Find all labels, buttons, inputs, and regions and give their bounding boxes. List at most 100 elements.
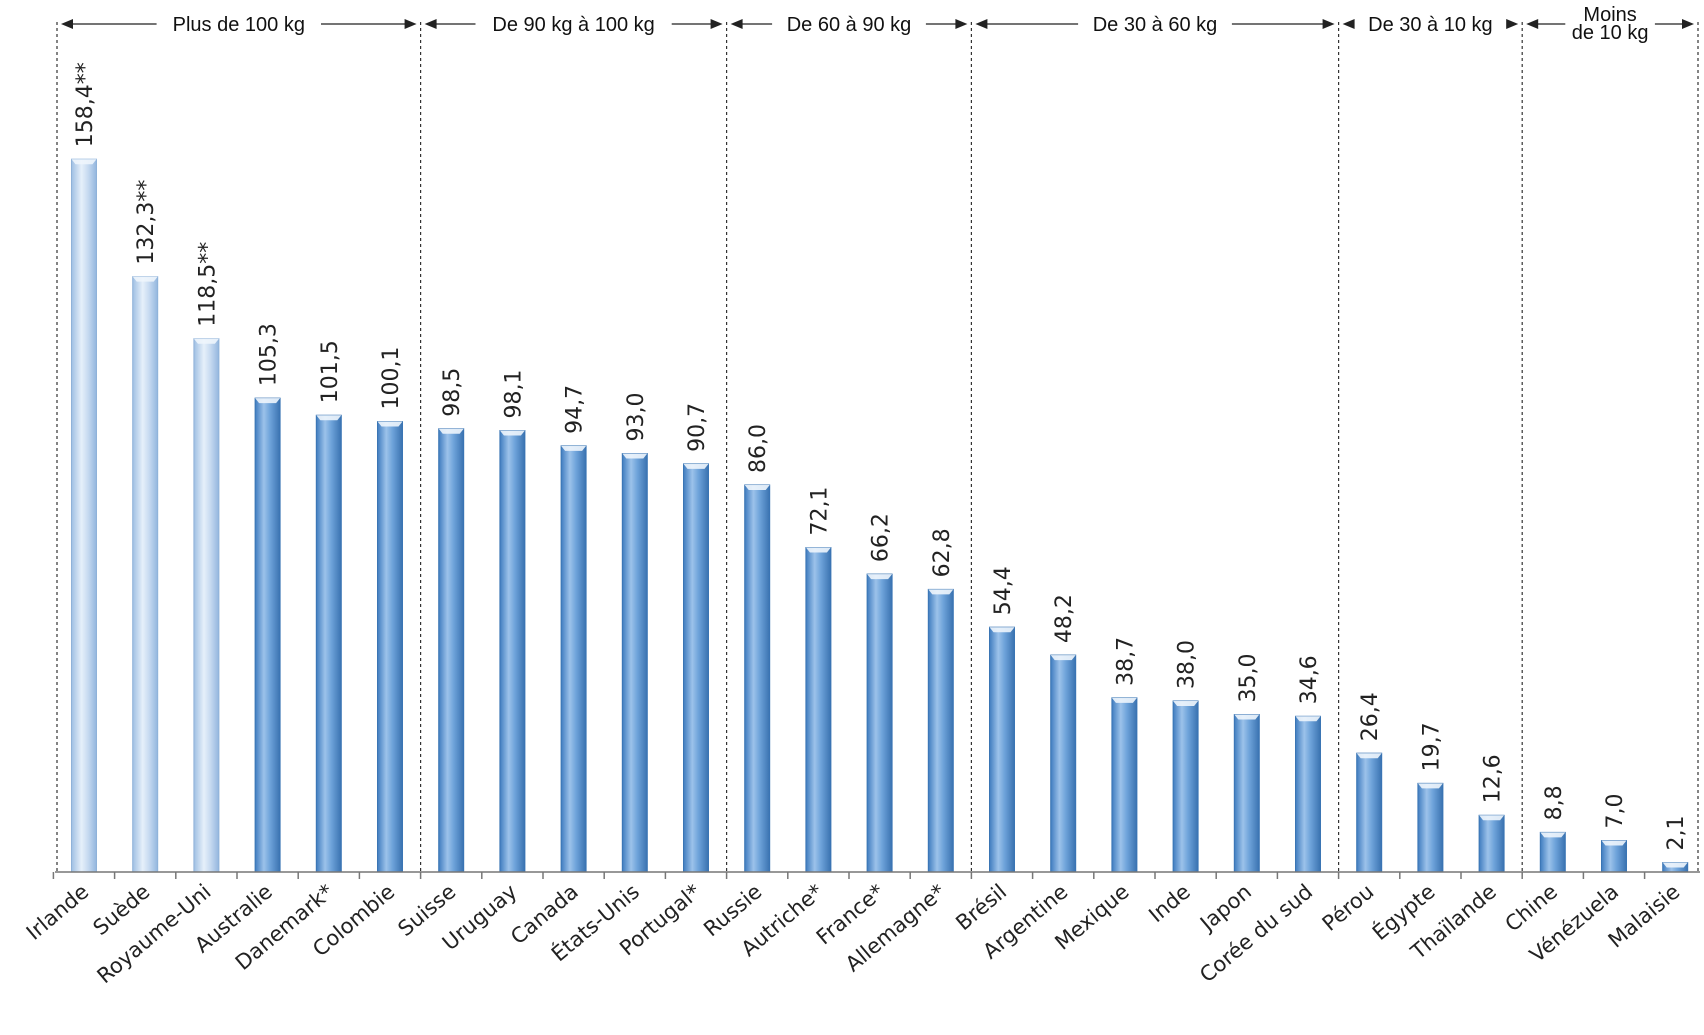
bar-cap — [1234, 714, 1260, 720]
bar-value-label: 98,1 — [501, 370, 526, 419]
bar-value-label: 38,7 — [1113, 637, 1138, 686]
bar — [744, 484, 771, 873]
category-label: Irlande — [22, 879, 93, 944]
group-header: De 30 à 60 kg — [975, 14, 1335, 36]
bar-cap — [255, 398, 281, 404]
bar — [1417, 782, 1444, 873]
group-header: Moins de 10 kg — [1526, 4, 1694, 44]
arrow-left-icon — [1526, 19, 1539, 29]
bar — [193, 338, 220, 873]
arrow-right-icon — [404, 19, 417, 29]
bar-value-label: 35,0 — [1236, 654, 1261, 703]
bar-cap — [561, 445, 587, 451]
bar-cap — [867, 574, 893, 580]
bar-value-label: 158,4** — [73, 62, 98, 147]
bar-value-label: 101,5 — [318, 340, 343, 403]
bar-value-label: 93,0 — [624, 393, 649, 442]
bar-value-label: 90,7 — [685, 403, 710, 452]
group-label: Moins de 10 kg — [1572, 4, 1649, 44]
bar — [438, 428, 465, 873]
bar-cap — [744, 485, 770, 490]
bar-cap — [1601, 840, 1627, 846]
bar — [805, 547, 832, 873]
group-label: De 90 kg à 100 kg — [492, 14, 654, 36]
arrow-right-icon — [1322, 19, 1335, 29]
bar — [1111, 697, 1138, 873]
bar-value-label: 12,6 — [1481, 754, 1506, 803]
bar-value-label: 86,0 — [746, 424, 771, 473]
bar — [1356, 752, 1383, 873]
bar-value-label: 19,7 — [1419, 722, 1444, 771]
bar — [377, 421, 403, 873]
x-axis — [52, 871, 1700, 879]
bar — [866, 573, 893, 873]
bar — [315, 414, 342, 873]
group-header: De 90 kg à 100 kg — [424, 14, 723, 36]
bar — [1172, 700, 1199, 873]
bar-value-label: 62,8 — [930, 528, 955, 577]
bar-value-label: 94,7 — [563, 385, 588, 434]
bar — [927, 588, 954, 873]
bar-value-label: 98,5 — [440, 368, 465, 417]
bar-value-label: 8,8 — [1542, 785, 1567, 820]
bar-value-label: 7,0 — [1603, 794, 1628, 829]
group-headers: Plus de 100 kg De 90 kg à 100 kg De 60 à 9… — [61, 4, 1694, 44]
bar-value-label: 132,3** — [134, 180, 159, 265]
arrow-left-icon — [424, 19, 437, 29]
group-header: De 30 à 10 kg — [1342, 14, 1519, 36]
arrow-right-icon — [1506, 19, 1519, 29]
bar-cap — [71, 159, 97, 165]
bar-value-label: 26,4 — [1358, 692, 1383, 741]
arrow-right-icon — [955, 19, 968, 29]
bar-cap — [805, 547, 831, 553]
bar-value-label: 72,1 — [807, 487, 832, 536]
bar-cap — [622, 453, 648, 459]
category-labels: IrlandeSuèdeRoyaume-UniAustralieDanemark… — [22, 879, 1685, 989]
bar-cap — [438, 428, 464, 434]
bar-cap — [1417, 783, 1443, 789]
bar — [1233, 714, 1260, 873]
bar-cap — [1356, 753, 1382, 759]
bar-value-label: 2,1 — [1664, 816, 1689, 851]
bar — [1050, 654, 1077, 873]
arrow-right-icon — [1682, 19, 1694, 29]
bar-cap — [193, 338, 219, 344]
bar — [1539, 831, 1566, 873]
bar-cap — [1295, 716, 1321, 722]
bar — [254, 397, 281, 873]
group-separators — [56, 22, 1699, 872]
bar-cap — [316, 415, 342, 421]
bar — [499, 430, 526, 873]
bar-cap — [1111, 697, 1137, 703]
bar-cap — [1050, 655, 1076, 661]
bar-value-label: 105,3 — [257, 323, 282, 386]
bar-value-label: 54,4 — [991, 566, 1016, 615]
bar-value-label: 118,5** — [195, 242, 220, 327]
bar — [1478, 814, 1505, 873]
bar-value-label: 34,6 — [1297, 655, 1322, 704]
arrow-left-icon — [975, 19, 988, 29]
group-header: Plus de 100 kg — [61, 14, 417, 36]
bar — [621, 453, 648, 873]
group-label: Plus de 100 kg — [173, 14, 305, 36]
arrow-left-icon — [61, 19, 73, 29]
category-label: Inde — [1144, 879, 1194, 927]
bar — [560, 445, 587, 873]
arrow-left-icon — [730, 19, 743, 29]
bar — [1295, 715, 1321, 873]
bar — [71, 158, 97, 873]
bar-value-label: 66,2 — [869, 513, 894, 562]
group-label: De 60 à 90 kg — [787, 14, 912, 36]
arrow-left-icon — [1342, 19, 1355, 29]
bar-cap — [1479, 815, 1505, 821]
bars: 158,4** 132,3** 118,5** 105,3 101,5 100,1 98,5… — [71, 62, 1689, 873]
bar-cap — [1540, 832, 1566, 838]
bar-cap — [928, 589, 954, 595]
bar — [989, 626, 1015, 873]
bar-cap — [989, 627, 1015, 633]
group-label: De 30 à 60 kg — [1093, 14, 1218, 36]
group-label: De 30 à 10 kg — [1368, 14, 1493, 36]
bar-value-label: 38,0 — [1175, 640, 1200, 689]
arrow-right-icon — [710, 19, 723, 29]
